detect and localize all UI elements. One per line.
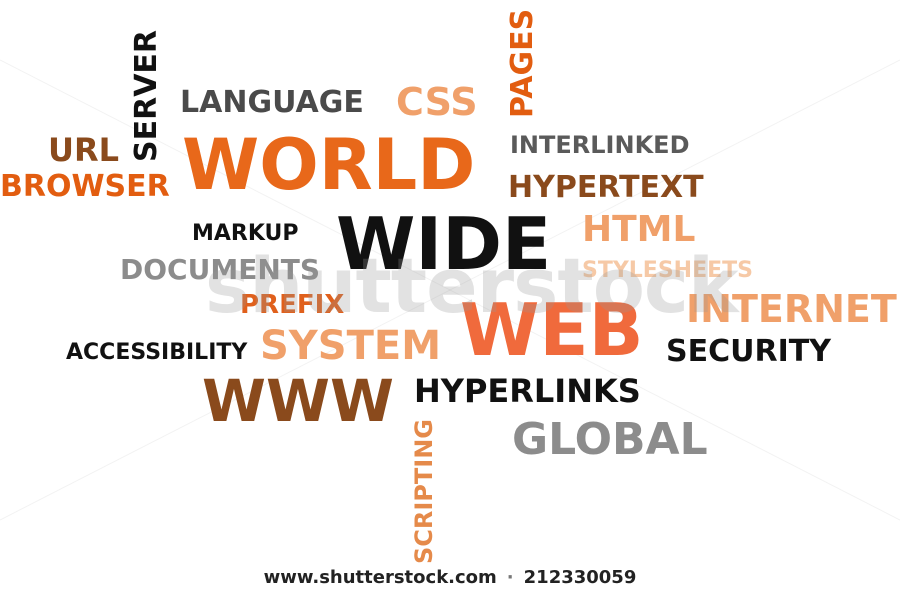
word-server: SERVER — [129, 29, 164, 162]
word-www: WWW — [202, 367, 394, 435]
word-prefix: PREFIX — [240, 290, 345, 320]
word-web: WEB — [460, 288, 644, 372]
word-scripting: SCRIPTING — [410, 419, 438, 564]
stock-footer: www.shutterstock.com · 212330059 — [0, 569, 900, 587]
word-accessibility: ACCESSIBILITY — [66, 340, 248, 365]
word-css: CSS — [396, 80, 478, 124]
word-interlinked: INTERLINKED — [510, 131, 690, 159]
word-language: LANGUAGE — [180, 85, 364, 120]
word-html: HTML — [582, 209, 696, 250]
word-url: URL — [48, 131, 120, 169]
word-documents: DOCUMENTS — [120, 253, 321, 286]
word-security: SECURITY — [666, 334, 831, 369]
word-wide: WIDE — [336, 202, 552, 286]
footer-separator: · — [506, 567, 514, 588]
word-hypertext: HYPERTEXT — [508, 170, 704, 205]
word-system: SYSTEM — [260, 323, 441, 369]
word-global: GLOBAL — [512, 414, 708, 465]
word-stylesheets: STYLESHEETS — [582, 258, 753, 283]
word-markup: MARKUP — [192, 221, 299, 246]
word-internet: INTERNET — [686, 287, 897, 331]
word-browser: BROWSER — [0, 169, 170, 204]
footer-image-number: 212330059 — [523, 567, 637, 588]
word-hyperlinks: HYPERLINKS — [414, 372, 641, 410]
word-pages: PAGES — [505, 8, 540, 118]
word-world: WORLD — [182, 124, 476, 206]
shutterstock-watermark: shutterstock — [205, 241, 739, 330]
footer-site: www.shutterstock.com — [263, 567, 497, 588]
